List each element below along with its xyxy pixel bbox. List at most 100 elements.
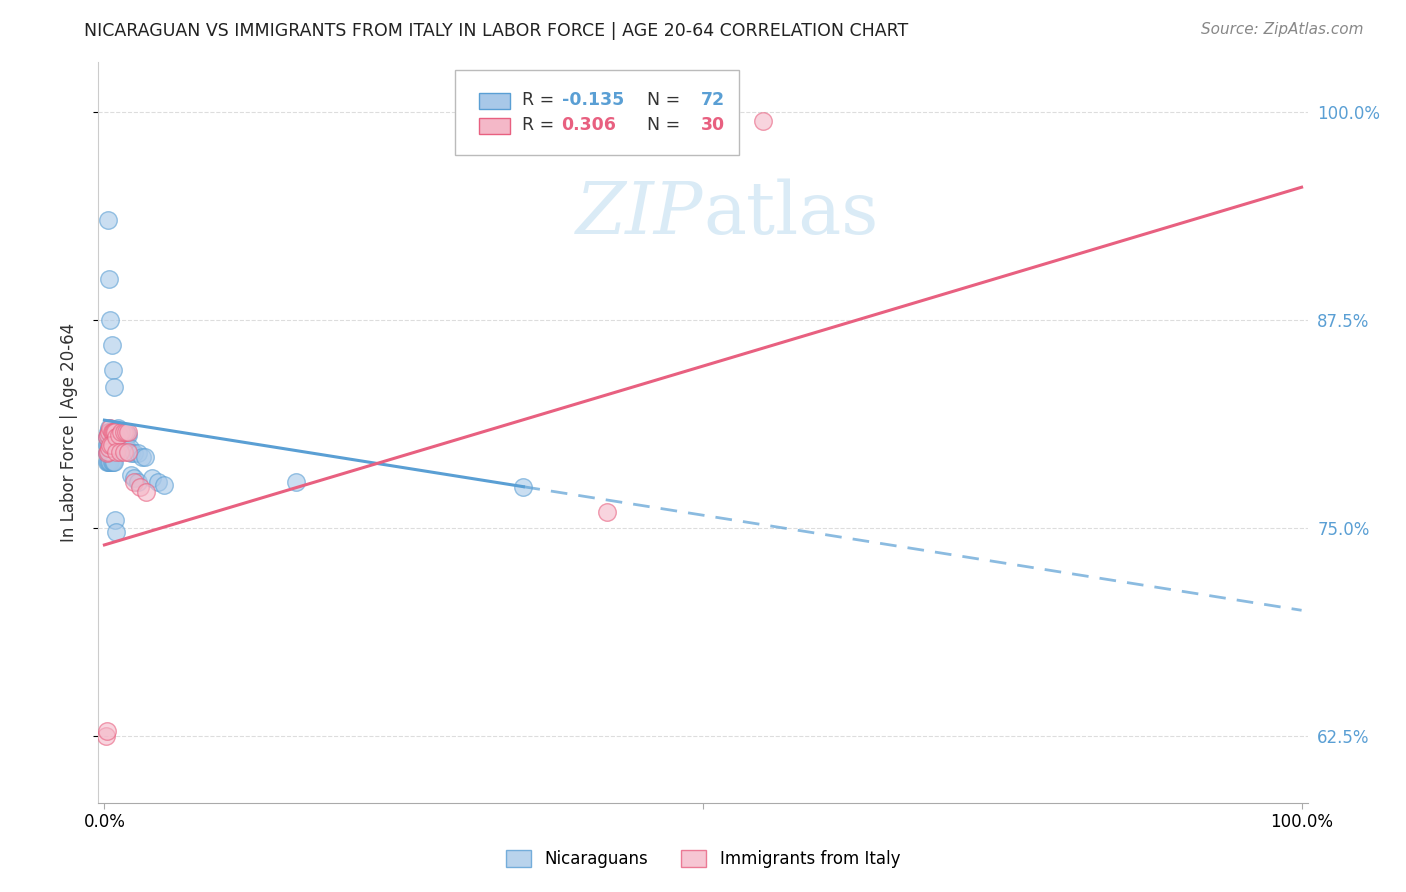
Point [103,428,125,442]
Point [100,425,122,439]
Point [100,438,122,452]
Point [97,438,120,452]
FancyBboxPatch shape [456,70,740,155]
Point [96,438,118,452]
Point [114,442,136,456]
Point [104,425,127,439]
Point [107,438,129,452]
Point [112,444,135,458]
Point [127,446,149,460]
Text: -0.135: -0.135 [561,91,624,109]
Point [153,478,176,492]
Point [97,444,120,458]
Text: R =: R = [522,116,560,135]
Point [115,425,138,439]
Point [96,724,118,739]
Point [97,425,120,439]
Point [107,421,129,435]
Text: NICARAGUAN VS IMMIGRANTS FROM ITALY IN LABOR FORCE | AGE 20-64 CORRELATION CHART: NICARAGUAN VS IMMIGRANTS FROM ITALY IN L… [84,22,908,40]
Point [100,455,122,469]
Point [111,442,134,456]
Point [105,444,128,458]
Point [100,338,122,352]
Point [148,475,170,489]
Point [98,271,121,285]
Point [98,438,121,452]
Point [104,438,127,452]
Point [134,450,156,464]
Point [96,446,118,460]
Point [100,455,122,469]
Point [115,442,138,456]
Point [112,428,135,442]
Point [97,455,120,469]
Point [101,425,124,439]
Point [101,363,124,377]
Point [120,446,142,460]
Text: 72: 72 [700,91,724,109]
Point [98,446,121,460]
Point [100,428,122,442]
Point [596,505,619,519]
Point [101,446,124,460]
Point [107,425,129,439]
Text: 0.306: 0.306 [561,116,616,135]
Point [97,446,120,460]
Point [96,446,118,460]
Text: 30: 30 [700,116,724,135]
Point [103,380,125,394]
Point [101,425,124,439]
Text: R =: R = [522,91,560,109]
Point [103,425,125,439]
Point [103,446,125,460]
Point [97,213,120,227]
Point [105,430,128,444]
Point [101,438,124,452]
Point [98,442,121,456]
Point [98,455,121,469]
Point [105,524,128,539]
Point [104,446,127,460]
Point [105,425,128,439]
Point [105,438,128,452]
Point [103,438,125,452]
Point [115,428,138,442]
Point [98,425,121,439]
Text: Source: ZipAtlas.com: Source: ZipAtlas.com [1201,22,1364,37]
Point [129,480,152,494]
Bar [479,93,509,109]
Point [101,455,124,469]
Point [110,425,132,439]
Point [100,446,122,460]
Point [94,729,117,743]
Point [117,428,139,442]
Point [100,313,122,327]
Point [117,444,139,458]
Point [135,484,157,499]
Point [110,430,132,444]
Y-axis label: In Labor Force | Age 20-64: In Labor Force | Age 20-64 [59,323,77,542]
Point [752,113,775,128]
Point [103,455,125,469]
Point [512,480,534,494]
Point [100,438,122,452]
Point [108,428,131,442]
Point [112,425,135,439]
Point [105,446,128,460]
Point [100,425,122,439]
Text: ZIP: ZIP [575,179,703,250]
Bar [479,118,509,135]
Point [100,444,122,458]
Point [124,446,146,460]
Point [100,438,122,452]
Point [108,444,131,458]
Legend: Nicaraguans, Immigrants from Italy: Nicaraguans, Immigrants from Italy [499,843,907,875]
Point [124,471,146,485]
Point [120,468,142,483]
Point [111,430,134,444]
Point [284,475,307,489]
Point [108,438,131,452]
Point [117,425,139,439]
Point [96,455,118,469]
Point [104,425,127,439]
